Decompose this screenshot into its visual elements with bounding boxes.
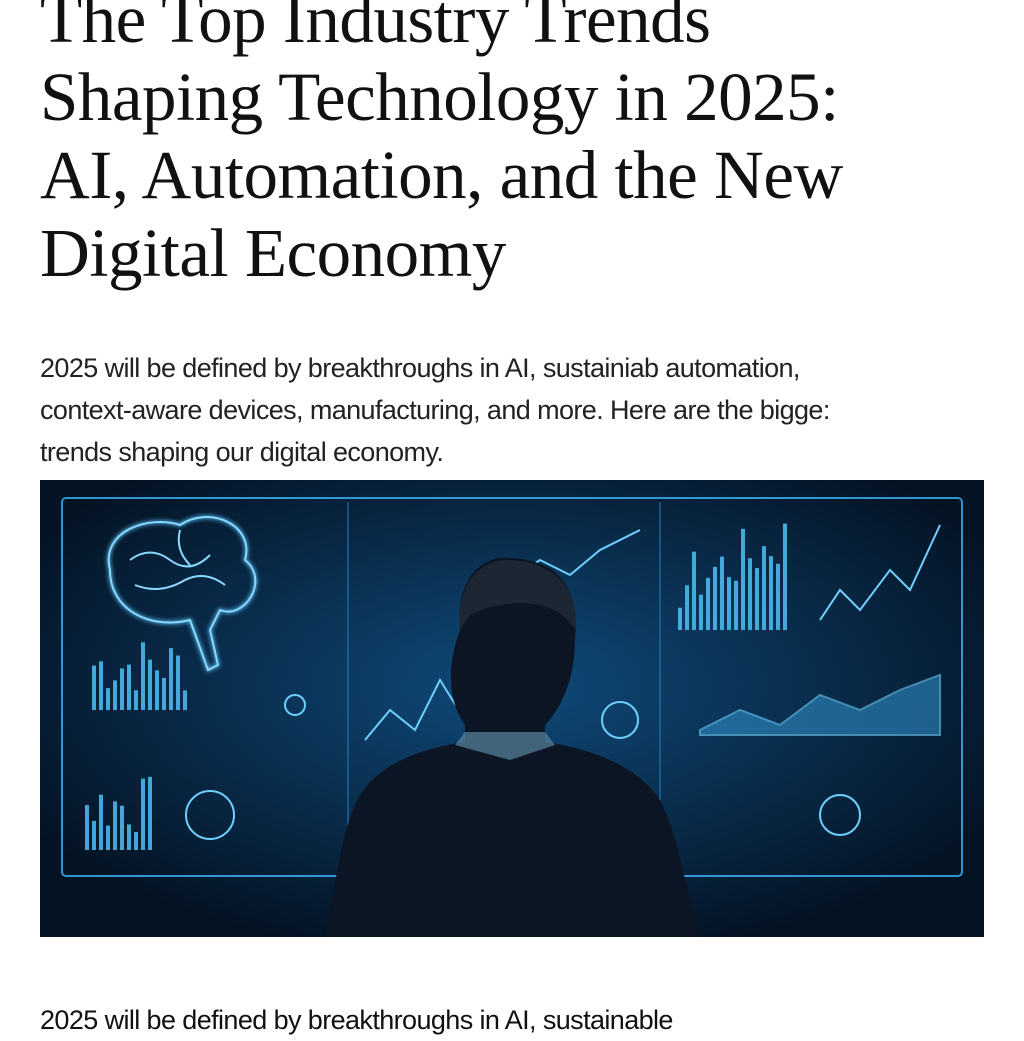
dashboard-bar	[134, 690, 138, 710]
title-line: Shaping Technology in 2025:	[40, 59, 839, 135]
dashboard-bar	[134, 831, 138, 850]
dashboard-bar	[183, 690, 187, 710]
title-line: Digital Economy	[40, 215, 506, 291]
dashboard-bar	[713, 566, 717, 630]
dashboard-bar	[155, 670, 159, 710]
hero-illustration	[40, 480, 984, 937]
dashboard-bar	[685, 585, 689, 630]
dashboard-bar	[148, 659, 152, 710]
dashboard-bar	[734, 580, 738, 630]
article-title: The Top Industry Trends Shaping Technolo…	[40, 0, 1020, 292]
person-silhouette	[325, 557, 700, 937]
dashboard-bar	[106, 688, 110, 710]
dashboard-bar	[85, 805, 89, 850]
dashboard-bar	[106, 825, 110, 850]
dashboard-bar	[120, 805, 124, 850]
article-body-text: 2025 will be defined by breakthroughs in…	[40, 1005, 673, 1035]
dashboard-bar	[678, 607, 682, 630]
dashboard-bar	[113, 801, 117, 850]
dashboard-bar	[727, 577, 731, 630]
dek-line: context-aware devices, manufacturing, an…	[40, 395, 830, 425]
dashboard-bar	[127, 664, 131, 710]
title-line: The Top Industry Trends	[40, 0, 711, 57]
dashboard-bar	[692, 551, 696, 630]
dashboard-bar	[699, 594, 703, 630]
dashboard-bar	[148, 776, 152, 850]
dashboard-bar	[776, 563, 780, 630]
dashboard-bar	[141, 778, 145, 850]
dashboard-bar	[741, 528, 745, 630]
dashboard-bar	[706, 577, 710, 630]
dashboard-bar	[99, 794, 103, 850]
dashboard-bar	[783, 523, 787, 630]
dashboard-bar	[755, 568, 759, 630]
dashboard-bar	[92, 820, 96, 850]
dek-line: trends shaping our digital economy.	[40, 437, 444, 467]
dashboard-bar	[127, 824, 131, 850]
dashboard-bar	[720, 556, 724, 630]
dashboard-bar	[141, 642, 145, 710]
dashboard-bar	[176, 655, 180, 710]
dashboard-bar	[769, 556, 773, 630]
dashboard-bar	[162, 677, 166, 710]
dashboard-bar	[169, 648, 173, 710]
dashboard-bar	[748, 558, 752, 630]
dek-line: 2025 will be defined by breakthroughs in…	[40, 353, 800, 383]
hero-image	[40, 480, 984, 937]
dashboard-bar	[113, 680, 117, 710]
dashboard-bar	[120, 668, 124, 710]
dashboard-bar	[99, 661, 103, 710]
brain-icon-detail	[107, 516, 257, 672]
dashboard-bar	[762, 546, 766, 630]
title-line: AI, Automation, and the New	[40, 137, 843, 213]
dashboard-bar	[92, 665, 96, 710]
article-dek: 2025 will be defined by breakthroughs in…	[40, 347, 1024, 473]
